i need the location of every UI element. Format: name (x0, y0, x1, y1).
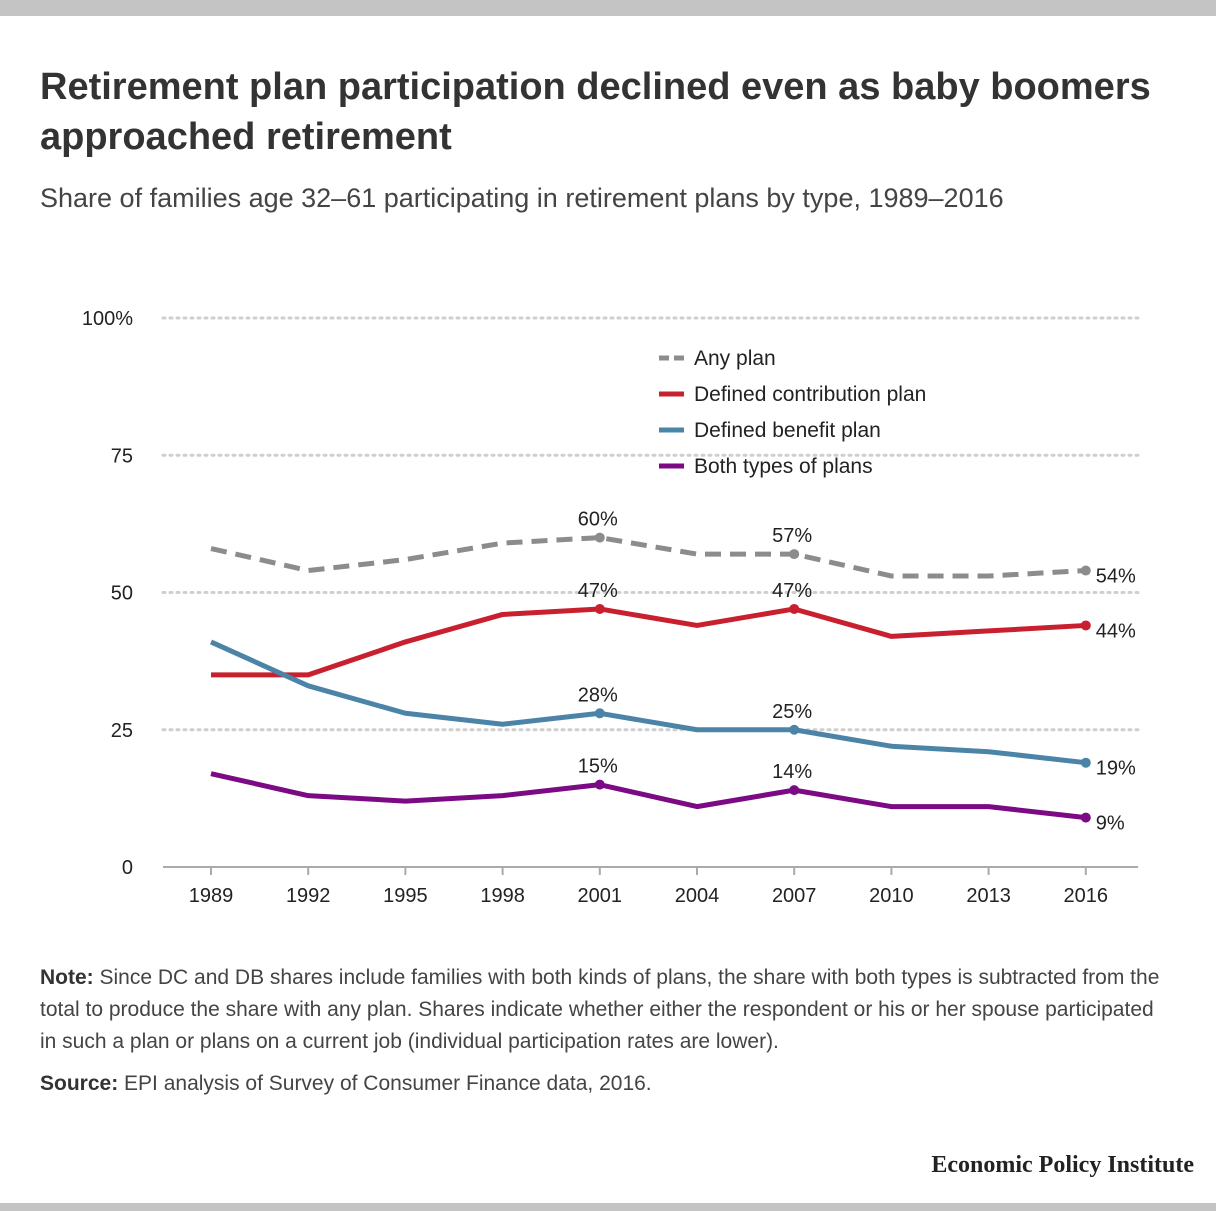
data-label: 54% (1096, 566, 1136, 588)
note-text: Since DC and DB shares include families … (40, 966, 1160, 1053)
x-tick-label: 2001 (578, 885, 623, 907)
y-tick-label: 75 (111, 445, 133, 467)
data-point (1080, 757, 1091, 768)
series-line (209, 639, 1087, 766)
source-label: Source: (40, 1072, 119, 1095)
legend-label: Both types of plans (694, 455, 873, 478)
data-label: 47% (772, 580, 812, 602)
chart-subtitle: Share of families age 32–61 participatin… (40, 183, 1004, 213)
data-point (594, 708, 605, 719)
x-tick-label: 2013 (966, 885, 1011, 907)
note: Note: Since DC and DB shares include fam… (40, 962, 1170, 1058)
y-tick-label: 50 (111, 583, 133, 605)
data-label: 9% (1096, 813, 1125, 835)
data-point (789, 549, 800, 560)
data-label: 44% (1096, 620, 1136, 642)
legend-label: Defined contribution plan (694, 383, 926, 406)
data-label: 57% (772, 525, 812, 547)
series-line (210, 535, 1086, 579)
data-label: 47% (578, 580, 618, 602)
x-tick-label: 2004 (675, 885, 720, 907)
data-point (789, 785, 800, 796)
x-tick-label: 1995 (383, 885, 428, 907)
x-tick-label: 1992 (286, 885, 331, 907)
data-point (789, 603, 800, 614)
bottom-border (0, 1203, 1216, 1211)
x-tick-label: 2016 (1064, 885, 1109, 907)
data-label: 19% (1096, 758, 1136, 780)
x-tick-label: 1998 (480, 885, 525, 907)
y-tick-label: 100% (82, 308, 133, 330)
data-point (594, 532, 605, 543)
y-tick-label: 25 (111, 720, 133, 742)
data-point (789, 724, 800, 735)
legend-label: Any plan (694, 347, 776, 370)
line-chart: 0 25 50 75 100% 1989 1992 1995 1998 2001 2004 2007 2… (82, 308, 1140, 907)
y-tick-label: 0 (122, 857, 133, 879)
data-point (594, 779, 605, 790)
series-line (211, 606, 1086, 678)
legend-label: Defined benefit plan (694, 419, 881, 442)
data-label: 28% (578, 684, 618, 706)
data-label: 14% (772, 761, 812, 783)
source: Source: EPI analysis of Survey of Consum… (40, 1068, 1170, 1100)
note-label: Note: (40, 966, 94, 989)
data-label: 15% (578, 756, 618, 778)
series-line (210, 771, 1087, 821)
data-point (594, 603, 605, 614)
data-label: 60% (578, 509, 618, 531)
data-point (1080, 620, 1091, 631)
data-point (1080, 812, 1091, 823)
notes-block: Note: Since DC and DB shares include fam… (40, 962, 1170, 1100)
x-tick-label: 2010 (869, 885, 914, 907)
x-tick-label: 2007 (772, 885, 817, 907)
data-point (1080, 565, 1091, 576)
source-text: EPI analysis of Survey of Consumer Finan… (118, 1072, 652, 1095)
data-label: 25% (772, 701, 812, 723)
x-tick-label: 1989 (189, 885, 234, 907)
top-border (0, 0, 1216, 16)
epi-logo: Economic Policy Institute (931, 1152, 1194, 1178)
chart-title: Retirement plan participation declined e… (40, 66, 1151, 158)
